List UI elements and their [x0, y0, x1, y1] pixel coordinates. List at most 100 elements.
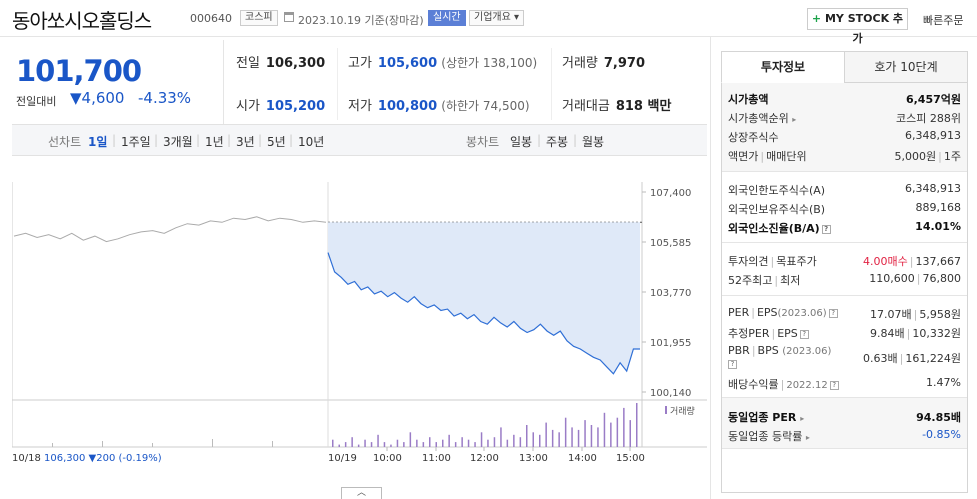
row-value: 6,348,913: [905, 182, 961, 195]
volume-bar: [448, 434, 450, 447]
row-label: 투자의견 | 목표주가: [728, 253, 817, 269]
period-1w[interactable]: 1주일: [121, 135, 151, 149]
candle-weekly[interactable]: 주봉: [546, 135, 569, 149]
y-tick-label: 105,585: [650, 238, 691, 249]
volume-bar: [422, 442, 425, 447]
section-market-cap: [722, 83, 967, 171]
volume-bar: [409, 432, 412, 447]
row-value: 6,348,913: [905, 129, 961, 142]
row-label: PER | EPS(2023.06)?: [728, 306, 838, 319]
period-1y[interactable]: 1년: [205, 135, 224, 149]
help-icon[interactable]: ?: [829, 381, 839, 390]
divider: [722, 448, 967, 449]
chart-svg: 107,400 105,585 103,770 101,955 100,140 거래량 10…: [12, 182, 707, 464]
row-label-text: 목표주가: [776, 255, 817, 268]
row-sector-per[interactable]: 동일업종 PER ▸ 94.85배: [728, 407, 961, 425]
row-value-text: 0.63배: [863, 352, 898, 365]
row-value: 9.84배 | 10,332원: [870, 325, 961, 341]
divider: |: [751, 344, 756, 357]
period-3y[interactable]: 3년: [236, 135, 255, 149]
stat-label: 시가: [236, 99, 260, 114]
current-price: 101,700: [16, 54, 142, 88]
volume-bar: [519, 437, 522, 447]
prev-day-summary: 106,300 ▼200 (-0.19%): [44, 453, 162, 464]
divider: |: [289, 133, 294, 147]
divider: |: [573, 133, 578, 147]
help-icon[interactable]: ?: [799, 330, 809, 339]
volume-bar: [551, 429, 554, 447]
volume-bar: [332, 439, 334, 447]
row-value: 110,600 | 76,800: [869, 272, 961, 285]
divider: |: [258, 133, 263, 147]
help-icon[interactable]: ?: [728, 360, 737, 369]
volume-bar: [629, 420, 631, 447]
row-period: (2023.06): [782, 346, 832, 357]
price-change: ▼4,600: [70, 89, 125, 107]
row-value-text: 10,332원: [912, 327, 961, 340]
row-est-per-eps: 추정PER | EPS? 9.84배 | 10,332원: [728, 323, 961, 341]
help-icon[interactable]: ?: [821, 225, 831, 234]
row-label: 외국인보유주식수(B): [728, 203, 826, 216]
row-value: 5,000원 | 1주: [895, 148, 961, 164]
divider: |: [771, 327, 776, 340]
period-3m[interactable]: 3개월: [163, 135, 193, 149]
row-label-text: 투자의견: [728, 255, 769, 268]
volume-legend-mark: [665, 406, 667, 414]
row-market-cap-rank[interactable]: 시가총액순위 ▸ 코스피 288위: [728, 108, 961, 126]
row-label: 외국인한도주식수(A): [728, 184, 826, 197]
candle-monthly[interactable]: 월봉: [582, 135, 605, 149]
tab-investment-info[interactable]: 투자정보: [721, 51, 845, 83]
row-par-unit: 액면가 | 매매단위 5,000원 | 1주: [728, 146, 961, 164]
row-sector-change[interactable]: 동일업종 등락률 ▸ -0.85%: [728, 426, 961, 444]
row-label-text: 동일업종 등락률: [728, 430, 803, 443]
volume-bar: [396, 439, 399, 447]
volume-bar: [467, 439, 470, 447]
y-tick-label: 107,400: [650, 188, 691, 199]
divider: [722, 171, 967, 172]
divider: |: [112, 133, 117, 147]
change-label: 전일대비: [16, 95, 57, 108]
row-label: 상장주식수: [728, 131, 779, 144]
candle-daily[interactable]: 일봉: [510, 135, 533, 149]
tab-orderbook-10[interactable]: 호가 10단계: [844, 51, 968, 83]
help-icon[interactable]: ?: [828, 309, 838, 318]
row-value-text: 4.00매수: [863, 255, 908, 268]
divider: |: [780, 378, 785, 391]
divider: |: [196, 133, 201, 147]
row-value-text: 9.84배: [870, 327, 905, 340]
volume-bar: [577, 429, 580, 447]
realtime-tag[interactable]: 실시간: [428, 10, 466, 26]
prev-volume-bar: [52, 443, 53, 447]
volume-bar: [610, 422, 612, 447]
period-10y[interactable]: 10년: [298, 135, 325, 149]
row-opinion-target: 투자의견 | 목표주가 4.00매수 | 137,667: [728, 251, 961, 269]
stat-value: 100,800: [377, 99, 438, 114]
divider: [722, 397, 967, 398]
period-1d[interactable]: 1일: [88, 135, 108, 149]
stock-name: 동아쏘시오홀딩스: [12, 9, 152, 33]
x-tick-label: 13:00: [519, 453, 548, 464]
divider: |: [916, 272, 921, 285]
row-label: 배당수익률 | 2022.12?: [728, 376, 839, 392]
row-foreign-ratio: 외국인소진율(B/A)? 14.01%: [728, 218, 961, 236]
add-mystock-button[interactable]: + MY STOCK 추가: [807, 8, 908, 45]
row-label: 동일업종 PER ▸: [728, 409, 804, 425]
row-value-text: 5,958원: [919, 308, 961, 321]
company-overview-dropdown[interactable]: 기업개요 ▾: [469, 10, 524, 26]
stock-header: 동아쏘시오홀딩스 000640 코스피 2023.10.19 기준(장마감) 실…: [0, 0, 977, 45]
row-label: 액면가 | 매매단위: [728, 148, 807, 164]
collapse-chart-button[interactable]: ︿: [341, 487, 382, 499]
row-label-text: 액면가: [728, 150, 759, 163]
row-foreign-hold: 외국인보유주식수(B) 889,168: [728, 199, 961, 217]
row-label: 시가총액순위 ▸: [728, 110, 796, 126]
period-5y[interactable]: 5년: [267, 135, 286, 149]
quick-order-link[interactable]: 빠른주문: [923, 14, 964, 27]
row-label-text: PBR: [728, 344, 750, 357]
row-value-text: 5,000원: [894, 150, 937, 163]
chevron-right-icon: ▸: [800, 414, 805, 423]
divider: |: [913, 308, 918, 321]
row-value-text: 137,667: [915, 255, 962, 268]
divider: [551, 48, 552, 120]
volume-bar: [513, 434, 515, 447]
today-area: [328, 222, 640, 374]
